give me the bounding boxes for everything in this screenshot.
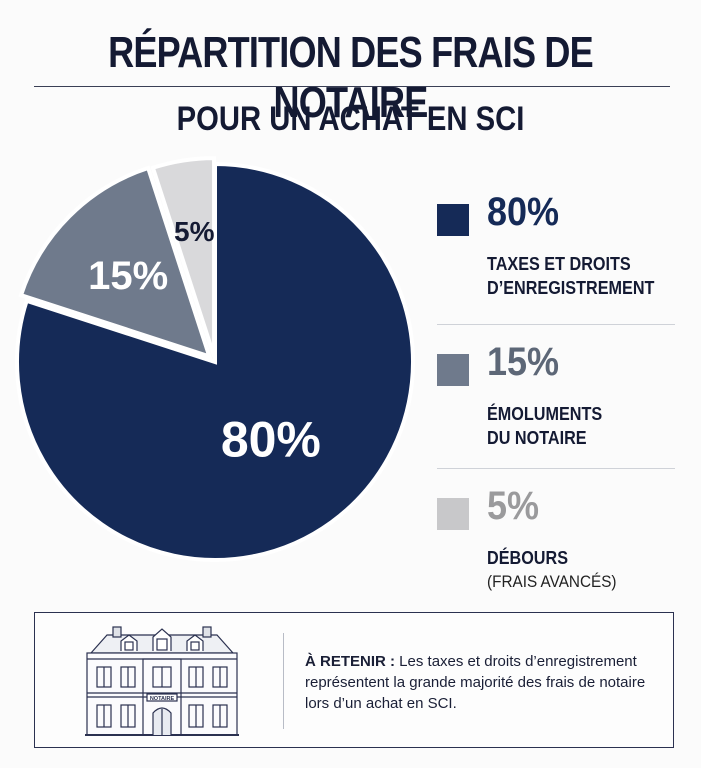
legend-swatch-taxes <box>437 204 469 236</box>
legend-percent-emoluments: 15% <box>487 340 560 384</box>
legend-swatch-debours <box>437 498 469 530</box>
legend-label-debours: DÉBOURS <box>487 546 568 570</box>
note-separator <box>283 633 284 729</box>
legend-label-debours-extra: (FRAIS AVANCÉS) <box>487 572 617 591</box>
legend-label-taxes-line2: D’ENREGISTREMENT <box>487 278 655 298</box>
legend-label-taxes-line1: TAXES ET DROITS <box>487 254 631 274</box>
note-text: À RETENIR : Les taxes et droits d’enregi… <box>305 651 665 714</box>
legend-label-debours-line1: DÉBOURS <box>487 548 569 568</box>
legend-label-emoluments-line1: ÉMOLUMENTS <box>487 404 603 424</box>
legend-divider <box>437 324 675 325</box>
notary-building-icon: NOTAIRE <box>85 626 239 736</box>
note-body: Les taxes et droits d’enregistrement rep… <box>305 653 646 712</box>
pie-chart: 80% 15%5% <box>15 156 415 562</box>
legend-swatch-emoluments <box>437 354 469 386</box>
pie-label-taxes: 80% <box>221 411 321 467</box>
pie-slice-taxes <box>15 161 415 562</box>
pie-label-debours: 5% <box>174 216 215 247</box>
legend-label-emoluments: ÉMOLUMENTS DU NOTAIRE <box>487 402 602 450</box>
pie-slice-emoluments <box>18 165 213 360</box>
title-divider <box>34 86 670 87</box>
pie-label-emoluments: 15% <box>88 254 168 298</box>
page-subtitle: POUR UN ACHAT EN SCI <box>176 100 525 138</box>
legend-percent-debours: 5% <box>487 484 540 528</box>
pie-slice-debours <box>150 156 217 357</box>
legend-label-taxes: TAXES ET DROITS D’ENREGISTREMENT <box>487 252 654 300</box>
building-sign-text: NOTAIRE <box>150 696 175 702</box>
note-heading: À RETENIR : <box>305 653 395 670</box>
legend-label-emoluments-line2: DU NOTAIRE <box>487 428 587 448</box>
legend-divider <box>437 468 675 469</box>
key-takeaway-box: NOTAIRE À RETENIR : Les taxes et droits … <box>34 612 674 748</box>
legend-percent-taxes: 80% <box>487 190 560 234</box>
